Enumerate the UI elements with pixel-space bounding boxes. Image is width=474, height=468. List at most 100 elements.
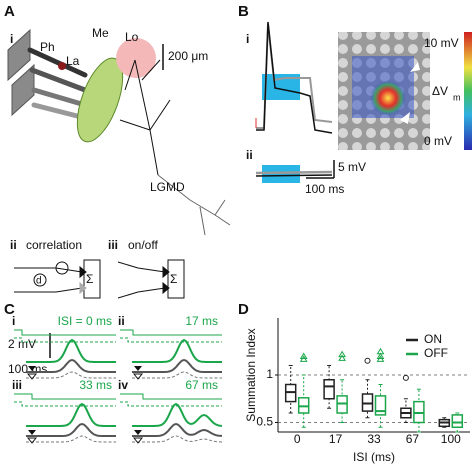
legend-label: ON: [424, 332, 442, 346]
axon: [27, 47, 88, 78]
colorbar-label: ΔV: [432, 84, 448, 98]
outlier: [376, 355, 385, 362]
sub-label: iv: [118, 378, 128, 392]
trace: [132, 435, 223, 443]
trace: [26, 402, 116, 427]
axon: [31, 87, 88, 108]
axon: [29, 67, 88, 93]
diagram-title: correlation: [26, 238, 82, 252]
region-label: Lo: [125, 30, 139, 44]
stimulus-step: [14, 329, 116, 336]
x-tick-label: 33: [367, 432, 381, 446]
trace: [132, 358, 222, 373]
box: [374, 395, 387, 416]
panel-a: A i Ph La Me Lo 200 μm LGMD ii correlati…: [4, 3, 231, 299]
sub-label: ii: [10, 238, 17, 252]
panel-label: A: [4, 3, 15, 20]
trace: [26, 358, 116, 373]
neuron-label: LGMD: [150, 180, 185, 194]
stim-marker: [26, 437, 38, 444]
legend-label: OFF: [424, 346, 448, 360]
outlier: [376, 352, 385, 359]
wires: [14, 267, 83, 293]
arrowhead: [400, 112, 410, 124]
isi-label: 17 ms: [185, 314, 218, 328]
stimulus-step: [120, 393, 222, 400]
axon: [31, 102, 88, 121]
panel-d: D Summation Index ISI (ms) 0.5 1 0 17 33 67 100 ON…: [238, 301, 470, 464]
sub-label: ii: [118, 314, 125, 328]
stimulus-step: [120, 401, 222, 407]
synapse: [162, 281, 170, 295]
scale-label: 2 mV: [8, 337, 36, 351]
lgmd-axon: [157, 174, 231, 236]
stimulus-step: [120, 329, 222, 336]
colorbar-max: 10 mV: [424, 36, 459, 50]
colorbar: [464, 32, 472, 150]
sum-box: [83, 259, 101, 299]
trace: [255, 170, 333, 175]
stimulus-step: [14, 393, 116, 400]
panel-label: B: [238, 3, 249, 20]
stimulus-step: [14, 337, 116, 343]
x-tick-label: 17: [329, 432, 343, 446]
trace: [132, 402, 223, 427]
correlation-diagram: [14, 259, 101, 299]
lamina-cell: [58, 62, 66, 70]
colorbar-min: 0 mV: [424, 134, 452, 148]
lgmd-dendrites: [119, 59, 171, 176]
scale-label: 5 mV: [338, 160, 366, 174]
region-label: La: [66, 54, 80, 68]
scale-label: 100 ms: [305, 182, 344, 196]
sum-box: [167, 259, 185, 299]
sub-label: ii: [246, 148, 253, 162]
outlier: [338, 354, 346, 361]
sub-label: iii: [12, 378, 22, 392]
stim-marker: [132, 373, 144, 380]
synapse: [79, 265, 87, 279]
x-tick-label: 100: [441, 432, 461, 446]
trace: [26, 435, 116, 443]
x-tick-label: 67: [406, 432, 420, 446]
trace: [26, 371, 116, 379]
panel-label: C: [4, 301, 15, 318]
onoff-diagram: [117, 259, 185, 299]
photoreceptors: [7, 28, 35, 117]
outlier: [338, 350, 346, 358]
trace: [255, 174, 333, 177]
trace: [256, 21, 333, 134]
sum-symbol: Σ: [86, 272, 93, 286]
heatmap-hotspot: [370, 80, 406, 116]
trace: [26, 422, 116, 437]
isi-label: 67 ms: [185, 378, 218, 392]
stim-marker: [26, 373, 38, 380]
neurons: [27, 47, 88, 121]
x-axis-label: ISI (ms): [353, 450, 395, 464]
trace: [26, 338, 116, 363]
outlier: [402, 374, 409, 381]
sub-label: iii: [108, 238, 118, 252]
synapse: [79, 281, 87, 295]
box: [323, 379, 335, 400]
multiplier: [55, 261, 69, 275]
stim-marker: [134, 366, 142, 371]
box: [451, 414, 464, 428]
arrowhead: [410, 62, 420, 72]
eye-facet: [11, 63, 35, 117]
y-axis-label: Summation Index: [244, 328, 258, 421]
scale-label: 200 μm: [168, 49, 208, 63]
stimulus-window: [262, 165, 300, 183]
stim-marker: [132, 437, 144, 444]
sub-label: i: [10, 32, 13, 46]
panel-label: D: [238, 301, 249, 318]
delay: [33, 273, 47, 287]
isi-label: 33 ms: [79, 378, 112, 392]
wires: [117, 261, 166, 299]
synapse: [162, 265, 170, 279]
stimulus-step: [120, 337, 222, 343]
region-label: Me: [92, 26, 109, 40]
outlier: [364, 357, 371, 364]
isi-label: ISI = 0 ms: [58, 314, 112, 328]
